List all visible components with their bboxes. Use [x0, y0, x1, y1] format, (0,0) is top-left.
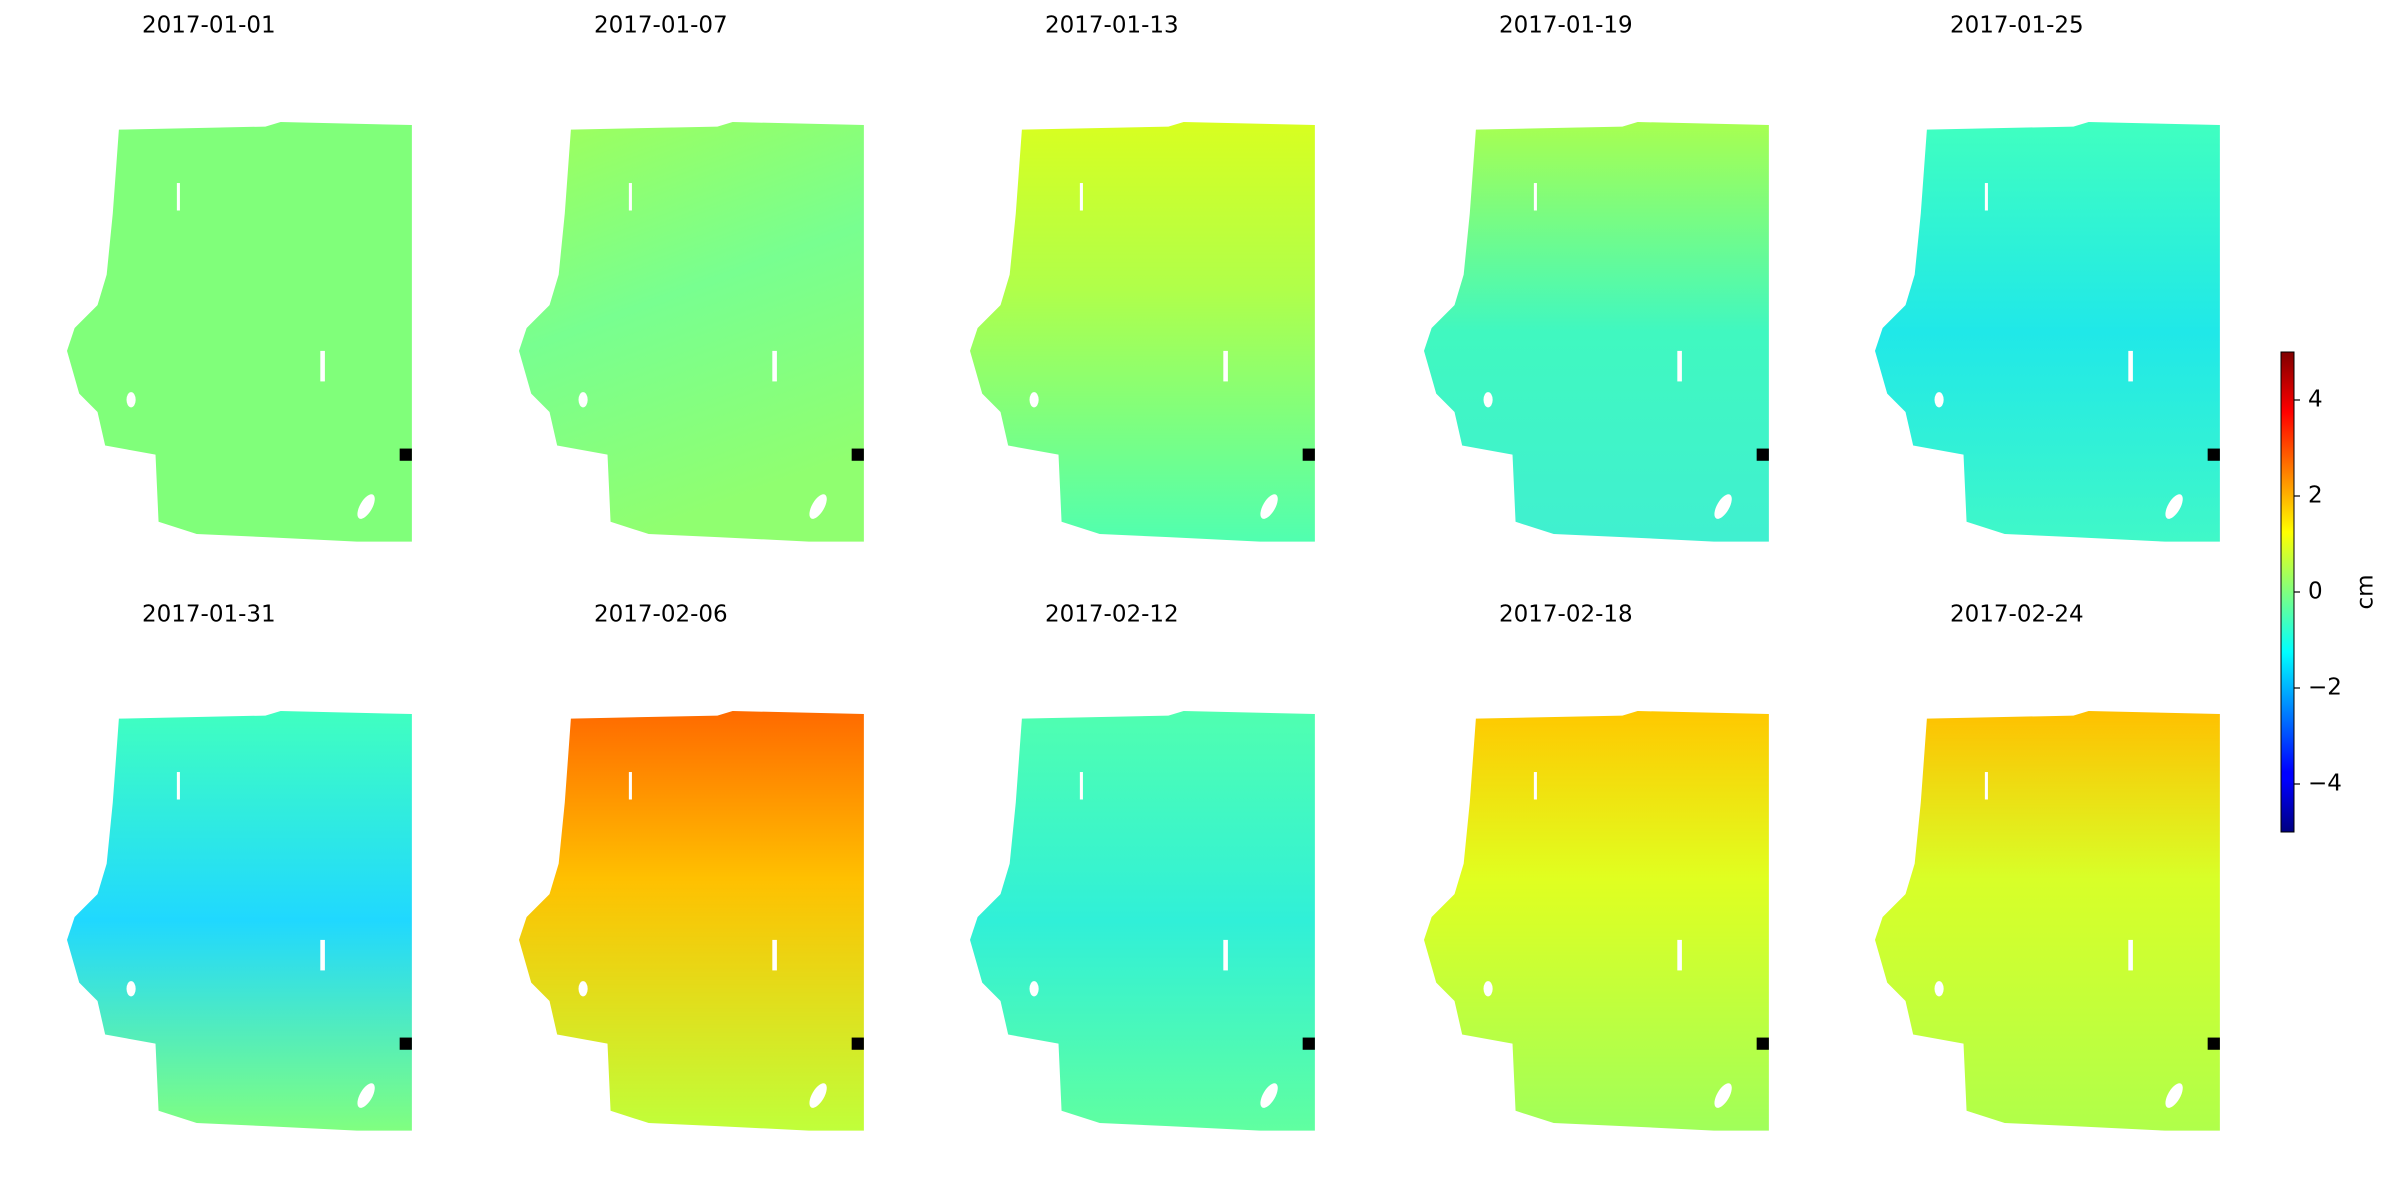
map-hole: [1483, 392, 1493, 408]
map-panel: [970, 711, 1315, 1131]
map-area: [970, 122, 1315, 542]
map-hole: [1984, 772, 1988, 800]
map-hole: [126, 981, 136, 997]
map-hole: [1483, 981, 1493, 997]
colorbar-label: cm: [2353, 574, 2379, 609]
panel-title: 2017-01-01: [142, 13, 276, 39]
map-panel: [519, 122, 864, 542]
map-hole: [1984, 183, 1988, 211]
map-hole: [1079, 772, 1083, 800]
map-hole: [1714, 494, 1732, 519]
map-area: [1424, 122, 1769, 542]
panel-title: 2017-01-07: [594, 13, 728, 39]
map-area: [67, 711, 412, 1131]
map-area: [1875, 711, 2220, 1131]
marker: [851, 448, 864, 461]
map-hole: [1934, 981, 1944, 997]
map-hole: [126, 392, 136, 408]
map-panel: [67, 122, 412, 542]
map-hole: [772, 350, 777, 382]
marker: [399, 1037, 412, 1050]
colorbar-tick-label: −4: [2308, 771, 2342, 797]
map-hole: [1260, 1083, 1278, 1108]
map-area: [1424, 711, 1769, 1131]
colorbar: [2280, 351, 2295, 833]
colorbar-tick-label: 2: [2308, 483, 2323, 509]
panel-title: 2017-02-18: [1499, 602, 1633, 628]
map-hole: [1533, 772, 1537, 800]
panel-title: 2017-02-24: [1950, 602, 2084, 628]
map-hole: [628, 183, 632, 211]
map-hole: [1260, 494, 1278, 519]
map-panel: [1875, 711, 2220, 1131]
map-hole: [578, 981, 588, 997]
map-hole: [1079, 183, 1083, 211]
marker: [1756, 448, 1769, 461]
map-area: [519, 711, 864, 1131]
panel-title: 2017-01-31: [142, 602, 276, 628]
map-hole: [176, 183, 180, 211]
colorbar-tick-label: 4: [2308, 387, 2323, 413]
map-hole: [2165, 494, 2183, 519]
panel-title: 2017-01-25: [1950, 13, 2084, 39]
map-panel: [1424, 711, 1769, 1131]
marker: [2207, 448, 2220, 461]
map-panel: [1875, 122, 2220, 542]
map-hole: [1677, 350, 1682, 382]
map-area: [1875, 122, 2220, 542]
marker: [1302, 1037, 1315, 1050]
map-hole: [628, 772, 632, 800]
map-hole: [772, 939, 777, 971]
panel-title: 2017-02-06: [594, 602, 728, 628]
map-hole: [320, 350, 325, 382]
map-hole: [357, 494, 375, 519]
marker: [399, 448, 412, 461]
panel-title: 2017-02-12: [1045, 602, 1179, 628]
colorbar-tick-label: 0: [2308, 579, 2323, 605]
map-hole: [357, 1083, 375, 1108]
marker: [1756, 1037, 1769, 1050]
map-hole: [1029, 981, 1039, 997]
map-hole: [176, 772, 180, 800]
marker: [2207, 1037, 2220, 1050]
marker: [1302, 448, 1315, 461]
map-panel: [970, 122, 1315, 542]
map-hole: [1029, 392, 1039, 408]
map-hole: [578, 392, 588, 408]
map-hole: [809, 1083, 827, 1108]
map-area: [970, 711, 1315, 1131]
map-hole: [2128, 350, 2133, 382]
map-hole: [320, 939, 325, 971]
panel-title: 2017-01-19: [1499, 13, 1633, 39]
colorbar-tick-label: −2: [2308, 675, 2342, 701]
panel-title: 2017-01-13: [1045, 13, 1179, 39]
map-hole: [1934, 392, 1944, 408]
map-hole: [2128, 939, 2133, 971]
map-panel: [1424, 122, 1769, 542]
map-hole: [809, 494, 827, 519]
marker: [851, 1037, 864, 1050]
map-area: [519, 122, 864, 542]
map-hole: [1223, 939, 1228, 971]
map-panel: [519, 711, 864, 1131]
map-hole: [2165, 1083, 2183, 1108]
map-panel: [67, 711, 412, 1131]
map-hole: [1677, 939, 1682, 971]
map-hole: [1533, 183, 1537, 211]
map-hole: [1714, 1083, 1732, 1108]
map-hole: [1223, 350, 1228, 382]
map-area: [67, 122, 412, 542]
